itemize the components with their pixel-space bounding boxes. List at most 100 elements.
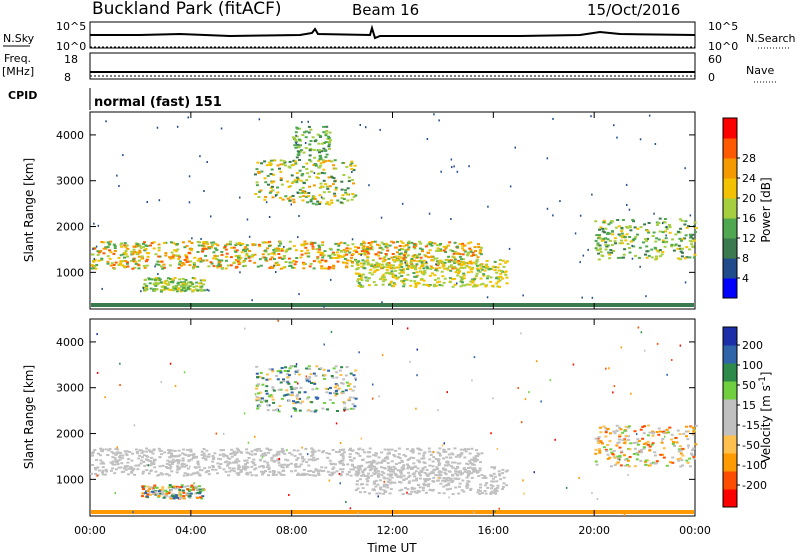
data-cell <box>343 242 347 245</box>
data-cell <box>369 268 373 271</box>
data-cell <box>476 452 480 455</box>
data-cell <box>286 459 290 462</box>
data-cell <box>394 269 398 272</box>
data-cell <box>203 289 207 292</box>
data-cell <box>379 266 383 269</box>
noise-cell <box>654 143 657 145</box>
data-cell <box>331 473 335 476</box>
data-cell <box>300 174 304 177</box>
data-cell <box>345 262 349 265</box>
data-cell <box>612 450 616 452</box>
data-cell <box>296 401 300 404</box>
data-cell <box>414 245 418 248</box>
data-cell <box>267 395 271 398</box>
data-cell <box>463 456 467 459</box>
noise-cell <box>687 446 690 449</box>
beam-label: Beam 16 <box>352 1 419 19</box>
noise-cell <box>343 409 346 412</box>
data-cell <box>193 265 197 268</box>
data-cell <box>341 470 345 473</box>
data-cell <box>612 250 616 252</box>
noise-cell <box>199 155 201 158</box>
data-cell <box>239 256 243 259</box>
data-cell <box>165 287 169 290</box>
data-cell <box>170 251 174 254</box>
data-cell <box>288 199 292 202</box>
data-cell <box>288 261 292 264</box>
data-cell <box>192 472 196 475</box>
noise-cell <box>119 384 121 386</box>
data-cell <box>106 255 110 258</box>
data-cell <box>263 160 267 163</box>
data-cell <box>309 262 313 265</box>
noise-cell <box>379 128 381 131</box>
data-cell <box>411 449 415 452</box>
noise-cell <box>466 476 469 479</box>
data-cell <box>96 250 100 253</box>
data-cell <box>484 284 488 287</box>
data-cell <box>628 236 632 238</box>
data-cell <box>322 368 326 371</box>
data-cell <box>412 259 416 262</box>
data-cell <box>633 430 637 433</box>
data-cell <box>291 182 294 184</box>
data-cell <box>442 448 446 451</box>
data-cell <box>310 447 314 450</box>
data-cell <box>364 276 368 279</box>
data-cell <box>323 150 327 152</box>
data-cell <box>211 455 215 457</box>
data-cell <box>316 256 320 259</box>
data-cell <box>471 278 475 281</box>
data-cell <box>473 284 477 287</box>
data-cell <box>314 469 318 472</box>
data-cell <box>467 261 471 264</box>
data-cell <box>491 477 495 480</box>
data-cell <box>239 244 243 247</box>
data-cell <box>112 264 116 266</box>
data-cell <box>244 463 247 466</box>
colorbar-tick-label: 8 <box>742 252 749 265</box>
data-cell <box>91 464 95 466</box>
data-cell <box>276 378 280 381</box>
data-cell <box>219 458 223 461</box>
data-cell <box>679 465 683 468</box>
data-cell <box>386 271 390 274</box>
data-cell <box>610 251 614 254</box>
data-cell <box>380 241 384 244</box>
colorbar-tick-label: 16 <box>742 212 756 225</box>
data-cell <box>340 180 344 183</box>
data-cell <box>328 254 332 257</box>
data-cell <box>633 226 637 229</box>
data-cell <box>651 434 655 437</box>
data-cell <box>208 466 211 469</box>
data-cell <box>320 466 324 469</box>
noise-cell <box>247 441 250 444</box>
noise-cell <box>156 126 159 129</box>
data-cell <box>375 263 379 266</box>
data-cell <box>325 153 329 156</box>
data-cell <box>342 248 346 251</box>
data-cell <box>413 265 417 267</box>
data-cell <box>281 198 285 201</box>
data-cell <box>120 457 124 460</box>
data-cell <box>688 465 692 468</box>
noise-cell <box>380 216 383 219</box>
data-cell <box>269 190 273 193</box>
data-cell <box>305 162 309 165</box>
data-cell <box>250 465 254 468</box>
data-cell <box>406 463 409 466</box>
data-cell <box>269 159 273 162</box>
colorbar-segment <box>723 453 737 472</box>
data-cell <box>122 253 126 256</box>
data-cell <box>330 199 333 202</box>
data-cell <box>299 144 302 147</box>
nsearch-tick-high: 10^5 <box>708 20 738 33</box>
data-cell <box>283 370 287 372</box>
data-cell <box>355 470 359 473</box>
data-cell <box>286 370 290 373</box>
noise-cell <box>591 193 593 196</box>
data-cell <box>663 218 667 220</box>
data-cell <box>182 491 186 494</box>
data-cell <box>653 246 657 249</box>
data-cell <box>416 281 420 284</box>
